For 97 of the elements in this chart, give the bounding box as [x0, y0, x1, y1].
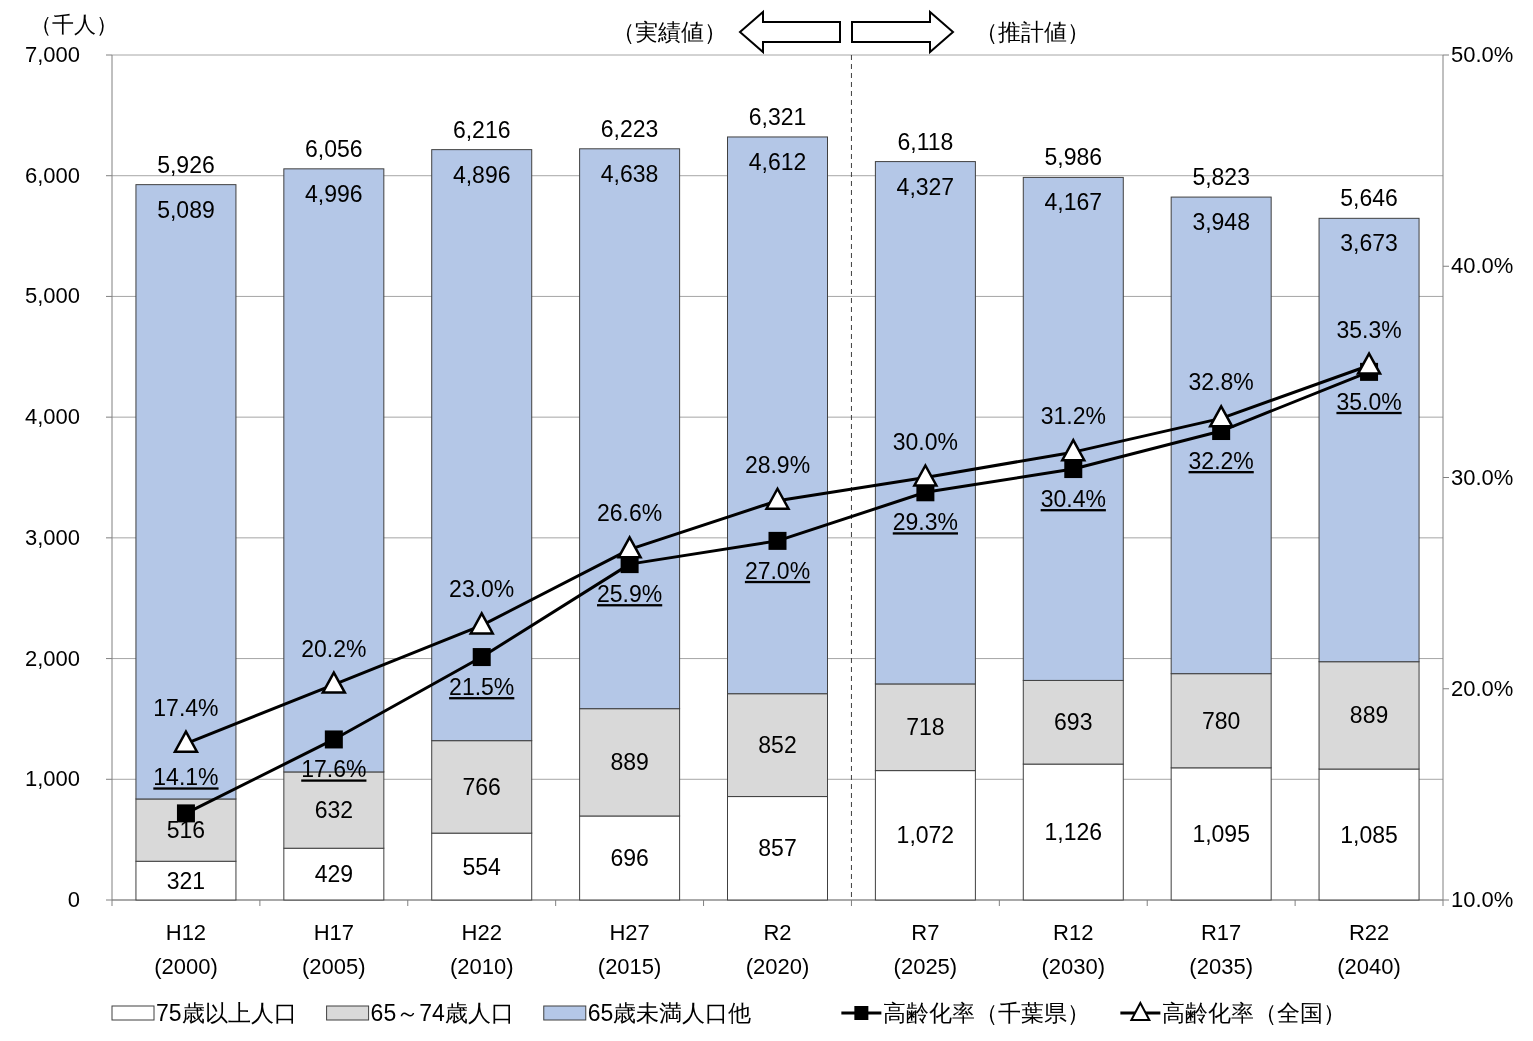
data-label: 429 [314, 861, 354, 888]
data-label: 693 [1054, 709, 1093, 736]
data-label: 27.0% [744, 557, 811, 584]
data-label: 29.3% [892, 509, 958, 536]
x-tick-label: H22 (2010) [449, 920, 514, 979]
legend-label: 高齢化率（全国） [1162, 1000, 1347, 1026]
y-axis-title: （千人） [30, 12, 118, 37]
data-label: 4,638 [600, 160, 659, 187]
point [765, 487, 790, 510]
data-label: 28.9% [744, 451, 811, 478]
x-tick-label: R12 (2030) [1041, 920, 1106, 979]
data-label: 31.2% [1040, 403, 1106, 430]
point [1061, 438, 1086, 462]
data-label: 889 [610, 749, 649, 776]
data-label: 321 [166, 867, 206, 894]
y2-tick-label: 50.0% [1451, 42, 1514, 67]
data-label: 718 [906, 714, 945, 741]
total-label: 6,321 [748, 103, 807, 130]
y-tick-label: 7,000 [24, 42, 80, 67]
total-label: 5,646 [1340, 185, 1398, 212]
data-label: 17.4% [153, 694, 219, 721]
data-label: 1,126 [1044, 819, 1103, 846]
total-label: 5,986 [1044, 144, 1103, 171]
data-label: 4,167 [1044, 189, 1103, 216]
point [1356, 352, 1382, 375]
y-tick-label: 1,000 [24, 766, 80, 792]
data-label: 21.5% [449, 674, 515, 701]
point [469, 612, 494, 635]
data-label: 516 [166, 817, 206, 844]
data-label: 5,089 [157, 196, 215, 223]
data-label: 35.3% [1336, 316, 1402, 343]
data-label: 30.0% [892, 428, 958, 455]
data-label: 35.0% [1336, 388, 1402, 415]
data-label: 17.6% [301, 756, 367, 783]
legend-label: 高齢化率（千葉県） [883, 1000, 1091, 1026]
x-tick-label: H12 (2000) [154, 920, 218, 979]
total-label: 5,926 [157, 151, 215, 178]
data-label: 32.2% [1188, 448, 1254, 475]
data-label: 696 [610, 844, 649, 871]
data-label: 4,327 [896, 173, 955, 200]
total-label: 6,056 [305, 135, 363, 162]
text: （推計値） [975, 19, 1090, 45]
data-label: 23.0% [449, 576, 515, 603]
point [173, 730, 199, 753]
data-label: 554 [462, 853, 502, 880]
y2-tick-label: 40.0% [1451, 253, 1514, 279]
data-label: 3,948 [1192, 209, 1250, 236]
point [472, 648, 491, 667]
total-label: 6,118 [897, 128, 954, 155]
y-tick-label: 4,000 [24, 404, 80, 430]
point [321, 671, 347, 694]
data-label: 30.4% [1040, 486, 1106, 513]
point [913, 464, 938, 487]
data-label: 25.9% [597, 581, 663, 608]
data-label: 1,085 [1340, 821, 1398, 848]
text: （実績値） [612, 19, 727, 45]
data-label: 632 [314, 797, 354, 824]
y-tick-label: 3,000 [24, 524, 80, 550]
point [617, 536, 642, 559]
x-tick-label: R17 (2035) [1189, 920, 1253, 979]
y2-tick-label: 30.0% [1451, 464, 1514, 490]
x-tick-label: R7 (2025) [893, 920, 958, 979]
data-label: 857 [758, 835, 797, 862]
point [1064, 460, 1083, 479]
data-label: 4,612 [748, 148, 807, 175]
data-label: 14.1% [153, 764, 219, 791]
y-tick-label: 2,000 [24, 645, 80, 671]
x-tick-label: H27 (2015) [597, 920, 662, 979]
data-label: 32.8% [1188, 369, 1254, 396]
y-tick-label: 6,000 [24, 162, 80, 188]
x-tick-label: R2 (2020) [745, 920, 810, 979]
y-tick-label: 0 [67, 887, 80, 912]
point [1208, 405, 1234, 428]
legend-label: 65～74歳人口 [370, 1000, 514, 1026]
y2-tick-label: 20.0% [1451, 675, 1514, 701]
x-tick-label: R22 (2040) [1337, 920, 1401, 979]
data-label: 20.2% [301, 635, 367, 662]
y2-tick-label: 10.0% [1451, 887, 1514, 912]
total-label: 5,823 [1192, 164, 1250, 191]
data-label: 1,072 [896, 822, 955, 849]
legend-label: 65歳未満人口他 [587, 1000, 752, 1026]
data-label: 3,673 [1340, 230, 1398, 257]
point [324, 730, 343, 749]
legend-label: 75歳以上人口 [156, 1000, 297, 1026]
data-label: 852 [758, 732, 797, 759]
data-label: 766 [462, 773, 501, 800]
point [768, 531, 787, 550]
total-label: 6,223 [600, 115, 659, 142]
data-label: 4,996 [305, 180, 363, 207]
data-label: 889 [1349, 702, 1389, 729]
x-tick-label: H17 (2005) [302, 920, 366, 979]
total-label: 6,216 [452, 116, 511, 143]
y-tick-label: 5,000 [24, 283, 80, 309]
data-label: 4,896 [452, 161, 511, 188]
data-label: 780 [1201, 707, 1241, 734]
data-label: 1,095 [1192, 820, 1250, 847]
data-label: 26.6% [597, 500, 663, 527]
